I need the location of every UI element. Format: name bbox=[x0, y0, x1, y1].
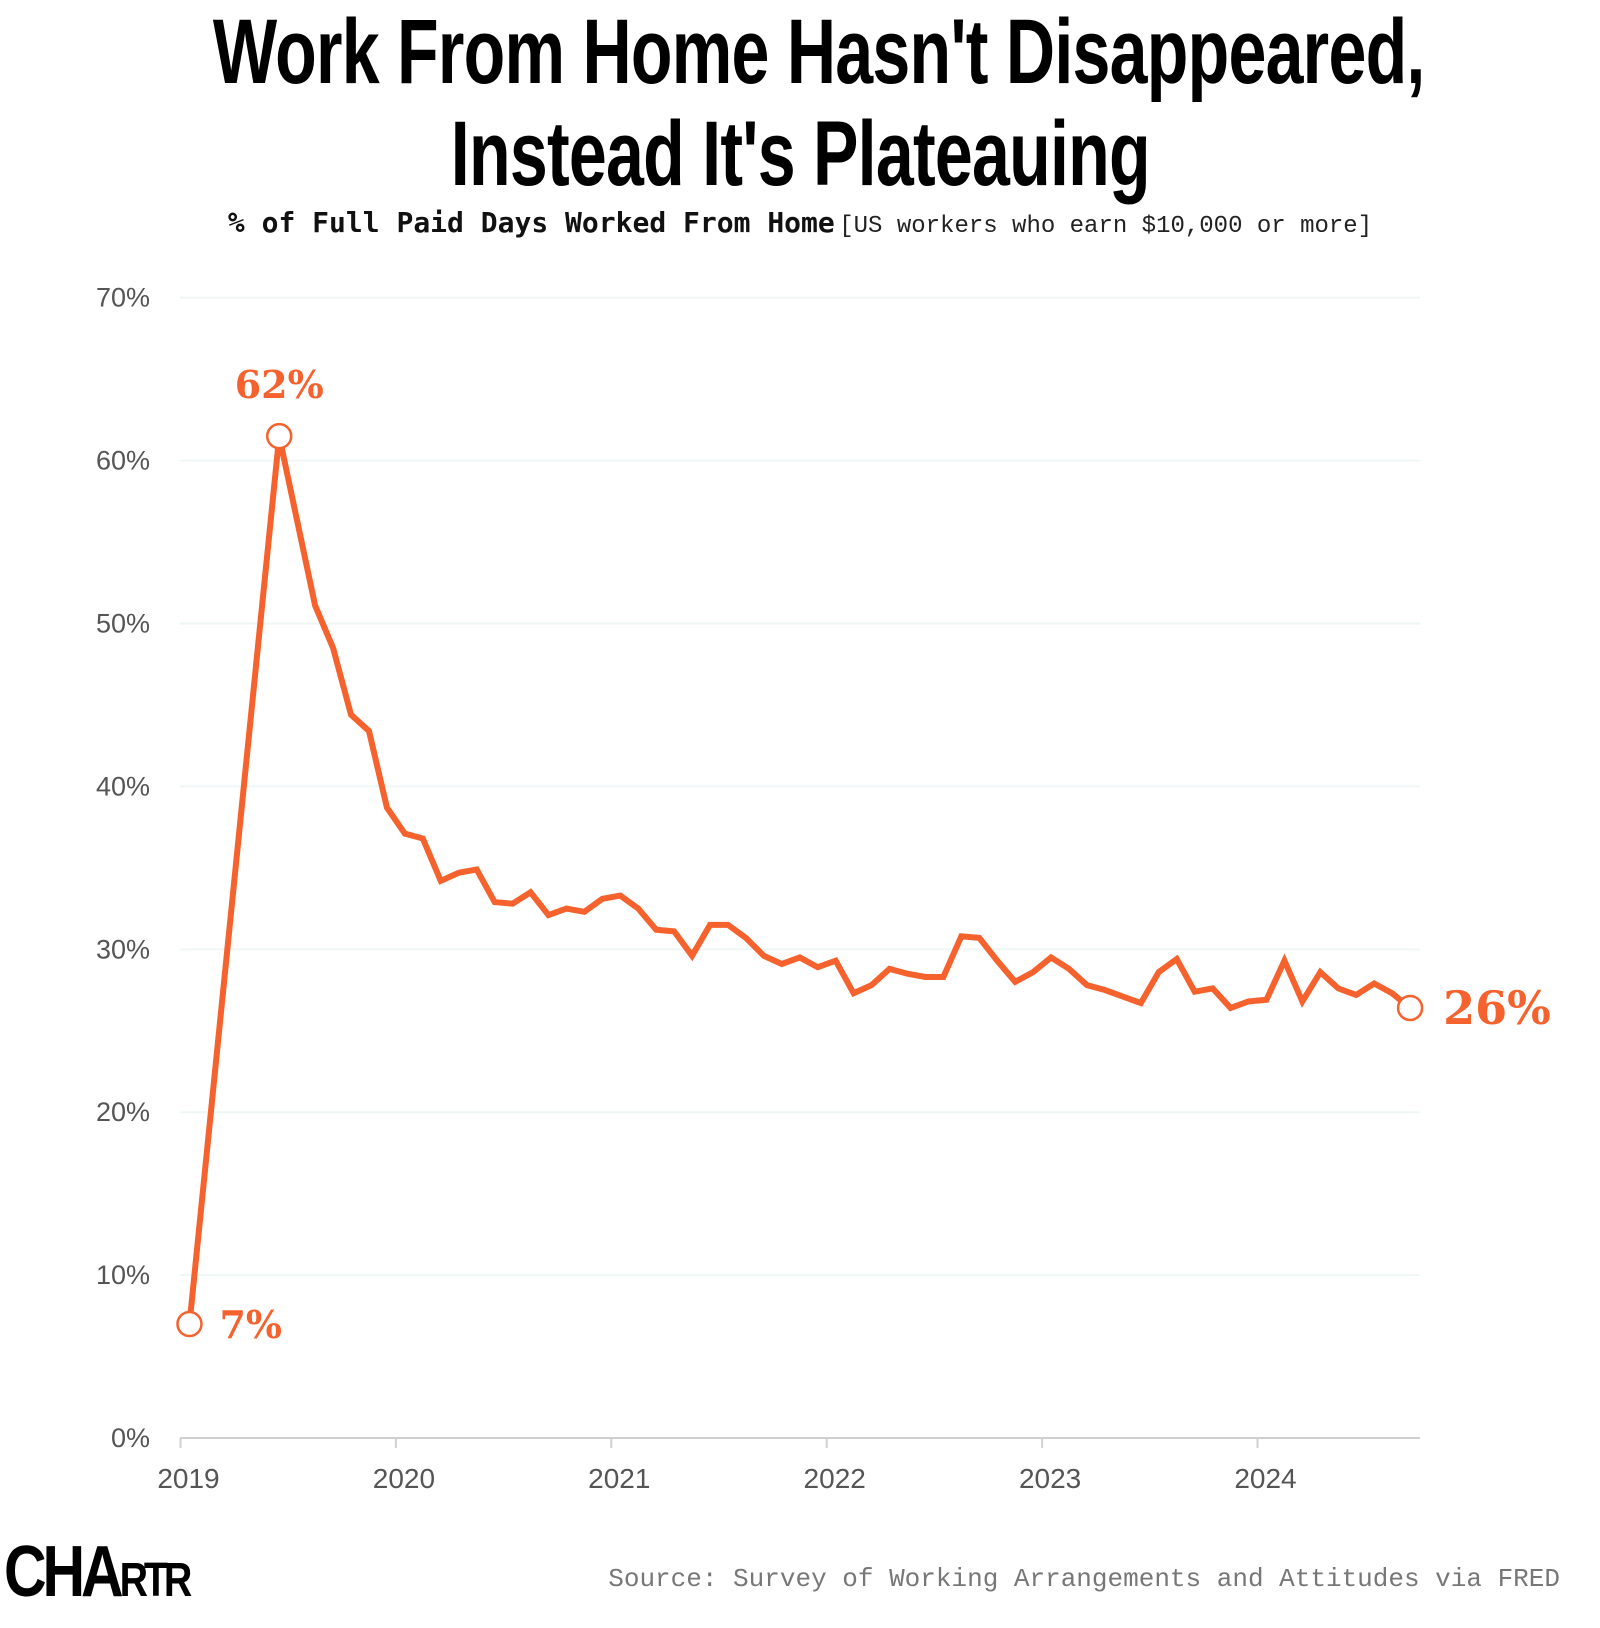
data-label: 7% bbox=[219, 1302, 282, 1347]
data-label: 26% bbox=[1443, 981, 1551, 1035]
y-tick-label: 20% bbox=[96, 1097, 150, 1127]
y-tick-label: 30% bbox=[96, 934, 150, 964]
y-tick-label: 70% bbox=[96, 283, 150, 313]
title-text-1: Work From Home Hasn't Disappeared, bbox=[212, 1, 1425, 103]
y-tick-label: 0% bbox=[111, 1423, 150, 1453]
chart-title-line-1: Work From Home Hasn't Disappeared, bbox=[0, 2, 1600, 102]
title-text-2: Instead It's Plateauing bbox=[450, 103, 1150, 205]
x-tick-label: 2024 bbox=[1234, 1463, 1296, 1494]
data-label: 62% bbox=[235, 362, 324, 407]
chart-subtitle: % of Full Paid Days Worked From Home [US… bbox=[0, 206, 1600, 240]
x-tick-label: 2019 bbox=[157, 1463, 219, 1494]
y-tick-label: 50% bbox=[96, 609, 150, 639]
source-note: Source: Survey of Working Arrangements a… bbox=[608, 1564, 1560, 1594]
y-tick-label: 60% bbox=[96, 446, 150, 476]
y-tick-label: 10% bbox=[96, 1260, 150, 1290]
x-tick-label: 2023 bbox=[1019, 1463, 1081, 1494]
highlight-marker bbox=[1396, 994, 1424, 1022]
y-tick-label: 40% bbox=[96, 771, 150, 801]
subtitle-main: % of Full Paid Days Worked From Home bbox=[227, 206, 835, 239]
x-tick-label: 2020 bbox=[373, 1463, 435, 1494]
highlight-marker bbox=[176, 1310, 203, 1338]
x-tick-label: 2022 bbox=[804, 1463, 866, 1494]
subtitle-note: [US workers who earn $10,000 or more] bbox=[839, 213, 1373, 240]
x-tick-label: 2021 bbox=[588, 1463, 650, 1494]
data-line bbox=[186, 435, 1412, 1325]
chart-title-line-2: Instead It's Plateauing bbox=[0, 104, 1600, 204]
highlight-marker bbox=[265, 422, 293, 450]
chartr-logo: CHARTR bbox=[4, 1536, 196, 1606]
logo-mark: CHARTR bbox=[4, 1536, 192, 1606]
